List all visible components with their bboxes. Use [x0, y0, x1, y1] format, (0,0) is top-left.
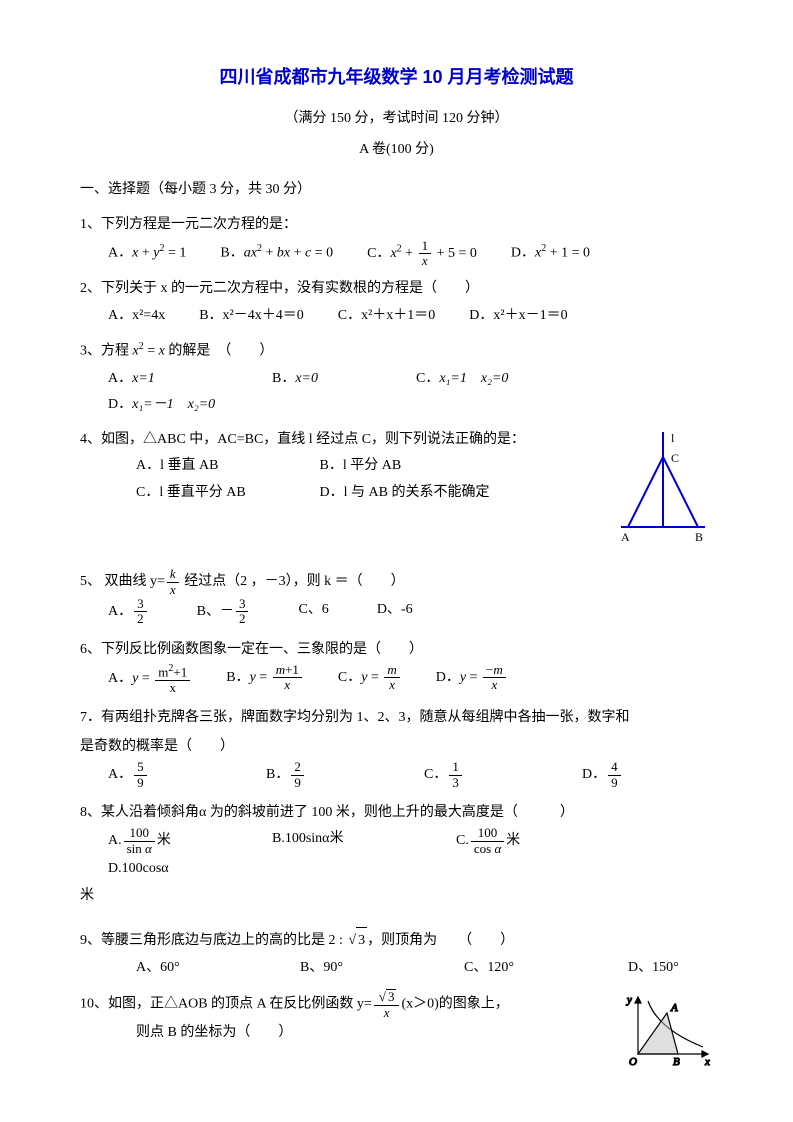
- q1-opt-c: C．x2 + 1x + 5 = 0: [367, 239, 477, 269]
- q5-opt-d: D、-6: [377, 597, 413, 627]
- svg-text:O: O: [629, 1056, 637, 1068]
- q4-row2: C．l 垂直平分 AB D．l 与 AB 的关系不能确定: [136, 480, 605, 507]
- q10-line2: 则点 B 的坐标为（ ）: [136, 1020, 615, 1047]
- q7-line2: 是奇数的概率是（ ）: [80, 734, 713, 761]
- q10-line1: 10、如图，正△AOB 的顶点 A 在反比例函数 y=3x(x＞0)的图象上，: [80, 989, 615, 1020]
- question-8: 8、某人沿着倾斜角α 为的斜坡前进了 100 米，则他上升的最大高度是（ ） A…: [80, 800, 713, 883]
- q2-opt-d: D．x²＋x－1＝0: [469, 303, 567, 330]
- q8-opt-b: B.100sinα米: [272, 826, 422, 856]
- q7-opt-b: B．29: [266, 760, 376, 790]
- paper-section-label: A 卷(100 分): [80, 137, 713, 164]
- q5-opt-c: C、6: [298, 597, 328, 627]
- q6-opt-b: B．y = m+1x: [226, 663, 304, 695]
- svg-text:l: l: [671, 431, 675, 445]
- q4-opt-c: C．l 垂直平分 AB: [136, 480, 316, 507]
- q2-text: 2、下列关于 x 的一元二次方程中，没有实数根的方程是（ ）: [80, 276, 713, 303]
- q8-opt-c: C.100cos α米: [456, 826, 596, 856]
- q9-opt-c: C、120°: [464, 955, 594, 982]
- question-1: 1、下列方程是一元二次方程的是： A．x + y2 = 1 B．ax2 + bx…: [80, 212, 713, 268]
- question-10: 10、如图，正△AOB 的顶点 A 在反比例函数 y=3x(x＞0)的图象上， …: [80, 989, 713, 1080]
- question-2: 2、下列关于 x 的一元二次方程中，没有实数根的方程是（ ） A．x²=4x B…: [80, 276, 713, 329]
- section-heading: 一、选择题（每小题 3 分，共 30 分）: [80, 177, 713, 204]
- q9-text: 9、等腰三角形底边与底边上的高的比是 2 : 3，则顶角为 （ ）: [80, 927, 713, 955]
- q7-line1: 7．有两组扑克牌各三张，牌面数字均分别为 1、2、3，随意从每组牌中各抽一张，数…: [80, 705, 713, 732]
- q8-text: 8、某人沿着倾斜角α 为的斜坡前进了 100 米，则他上升的最大高度是（ ）: [80, 800, 713, 827]
- q7-opt-d: D．49: [582, 760, 623, 790]
- q9-opt-b: B、90°: [300, 955, 430, 982]
- q7-opt-c: C．13: [424, 760, 534, 790]
- q3-text: 3、方程 x2 = x 的解是 （ ）: [80, 337, 713, 365]
- q4-opt-d: D．l 与 AB 的关系不能确定: [320, 485, 490, 500]
- q4-opt-b: B．l 平分 AB: [320, 458, 402, 473]
- q4-text: 4、如图，△ABC 中，AC=BC，直线 l 经过点 C，则下列说法正确的是：: [80, 427, 605, 454]
- svg-text:B: B: [695, 530, 703, 544]
- q2-opt-a: A．x²=4x: [108, 303, 165, 330]
- q7-opt-a: A．59: [108, 760, 218, 790]
- q8-cont: 米: [80, 883, 713, 910]
- q4-opt-a: A．l 垂直 AB: [136, 453, 316, 480]
- q5-opt-b: B、－32: [197, 597, 251, 627]
- svg-text:x: x: [704, 1056, 710, 1068]
- q4-figure: l C A B: [613, 427, 713, 558]
- q8-opt-a: A.100sin α米: [108, 826, 238, 856]
- q1-text: 1、下列方程是一元二次方程的是：: [80, 212, 713, 239]
- q5-opt-a: A．32: [108, 597, 149, 627]
- svg-text:B: B: [673, 1056, 680, 1068]
- question-5: 5、 双曲线 y=kx 经过点（2 ，－3），则 k ＝（ ） A．32 B、－…: [80, 567, 713, 626]
- q3-opt-b: B．x=0: [272, 366, 382, 393]
- q4-row1: A．l 垂直 AB B．l 平分 AB: [136, 453, 605, 480]
- q3-opt-a: A．x=1: [108, 366, 238, 393]
- q1-opt-a: A．x + y2 = 1: [108, 239, 186, 269]
- q6-opt-c: C．y = mx: [338, 663, 402, 695]
- question-3: 3、方程 x2 = x 的解是 （ ） A．x=1 B．x=0 C．x₁=1 x…: [80, 337, 713, 418]
- exam-meta: （满分 150 分，考试时间 120 分钟）: [80, 106, 713, 133]
- q6-text: 6、下列反比例函数图象一定在一、三象限的是（ ）: [80, 637, 713, 664]
- page-title: 四川省成都市九年级数学 10 月月考检测试题: [80, 60, 713, 94]
- question-6: 6、下列反比例函数图象一定在一、三象限的是（ ） A．y = m2+1x B．y…: [80, 637, 713, 696]
- q2-opt-c: C．x²＋x＋1＝0: [338, 303, 436, 330]
- q9-opt-a: A、60°: [136, 955, 266, 982]
- q2-opt-b: B．x²－4x＋4＝0: [199, 303, 304, 330]
- q6-opt-d: D．y = −mx: [436, 663, 508, 695]
- question-9: 9、等腰三角形底边与底边上的高的比是 2 : 3，则顶角为 （ ） A、60° …: [80, 927, 713, 981]
- question-7: 7．有两组扑克牌各三张，牌面数字均分别为 1、2、3，随意从每组牌中各抽一张，数…: [80, 705, 713, 790]
- svg-text:y: y: [626, 994, 632, 1006]
- q1-opt-b: B．ax2 + bx + c = 0: [220, 239, 333, 269]
- q3-opt-c: C．x₁=1 x₂=0: [416, 366, 566, 393]
- q3-opt-d: D．x₁=－1 x₂=0: [108, 392, 215, 419]
- svg-text:A: A: [670, 1002, 678, 1014]
- q5-text: 5、 双曲线 y=kx 经过点（2 ，－3），则 k ＝（ ）: [80, 567, 713, 597]
- svg-text:C: C: [671, 451, 679, 465]
- q8-opt-d: D.100cosα: [108, 856, 169, 883]
- q1-opt-d: D．x2 + 1 = 0: [511, 239, 590, 269]
- svg-text:A: A: [621, 530, 630, 544]
- question-4: 4、如图，△ABC 中，AC=BC，直线 l 经过点 C，则下列说法正确的是： …: [80, 427, 713, 558]
- q10-figure: y x O A B: [623, 989, 713, 1080]
- q6-opt-a: A．y = m2+1x: [108, 663, 192, 695]
- q9-opt-d: D、150°: [628, 955, 679, 982]
